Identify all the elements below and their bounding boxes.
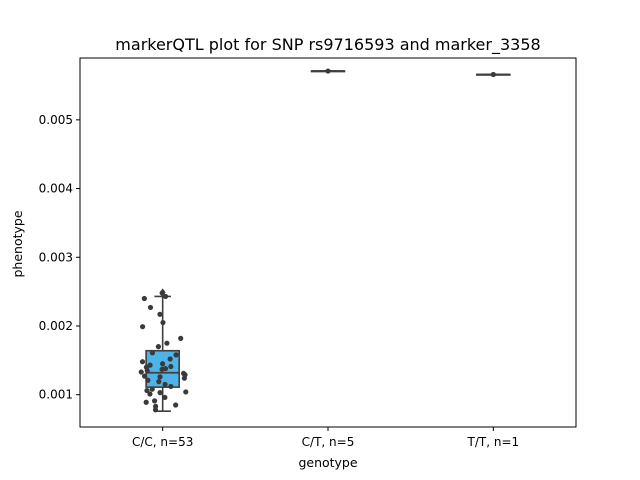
- data-point: [490, 71, 496, 78]
- data-point: [155, 344, 162, 350]
- data-point: [144, 368, 150, 374]
- data-point: [183, 389, 189, 395]
- x-tick-label: T/T, n=1: [467, 435, 520, 449]
- x-tick-label: C/C, n=53: [132, 435, 193, 449]
- data-point: [167, 356, 173, 362]
- y-tick-label: 0.005: [39, 113, 73, 127]
- chart-title: markerQTL plot for SNP rs9716593 and mar…: [115, 35, 540, 55]
- data-point: [164, 340, 170, 346]
- data-point: [157, 390, 163, 396]
- y-axis-label: phenotype: [10, 210, 25, 277]
- data-point: [159, 290, 165, 296]
- y-tick-label: 0.002: [39, 319, 73, 333]
- data-point: [151, 398, 158, 404]
- data-point: [325, 68, 331, 74]
- data-point: [139, 324, 146, 330]
- y-tick-label: 0.001: [39, 388, 73, 402]
- data-point: [159, 366, 165, 372]
- data-point: [143, 399, 149, 405]
- data-point: [162, 381, 168, 387]
- data-point: [160, 319, 166, 326]
- y-tick-label: 0.003: [39, 250, 73, 264]
- data-point: [162, 394, 168, 401]
- data-point: [149, 386, 155, 392]
- data-point: [145, 377, 151, 383]
- data-point: [149, 350, 156, 356]
- data-point: [173, 352, 179, 358]
- plot-area: 0.001 0.002 0.003 0.004 0.005 C/C, n=53 C/T, n…: [39, 57, 577, 449]
- x-axis-label: genotype: [298, 455, 357, 470]
- y-tick-label: 0.004: [39, 182, 73, 196]
- data-point: [139, 359, 146, 365]
- data-point: [141, 295, 147, 302]
- x-tick-label: C/T, n=5: [302, 435, 355, 449]
- data-point: [147, 304, 154, 311]
- data-point: [152, 407, 159, 413]
- data-point: [138, 369, 144, 375]
- data-point: [178, 335, 184, 341]
- data-point: [173, 402, 179, 408]
- data-point: [147, 391, 153, 397]
- data-point: [162, 293, 169, 300]
- data-point: [181, 375, 187, 381]
- data-point: [159, 361, 166, 367]
- data-point: [142, 373, 148, 379]
- data-point: [157, 374, 163, 380]
- data-point: [168, 363, 174, 370]
- data-point: [144, 387, 150, 394]
- data-point: [156, 379, 162, 385]
- data-point: [168, 383, 174, 390]
- data-point: [157, 311, 163, 317]
